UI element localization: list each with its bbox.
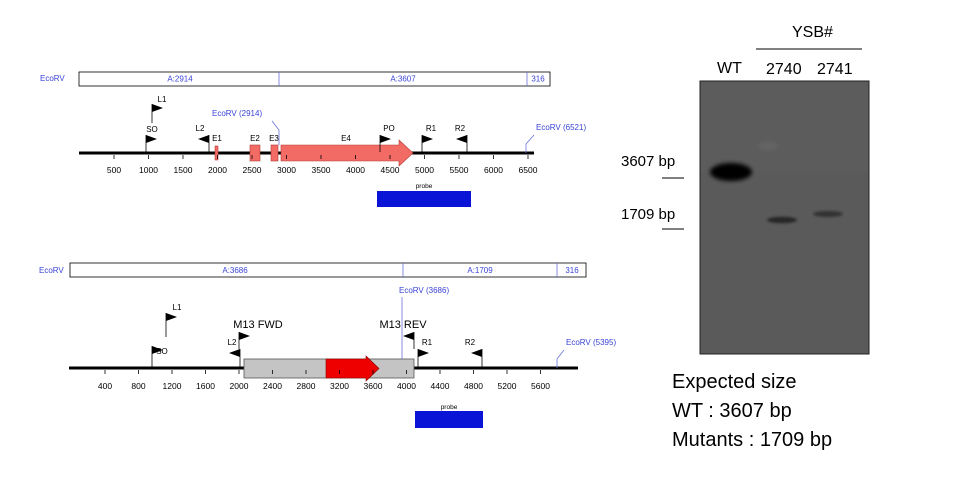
ysb-group-label: YSB# bbox=[792, 24, 833, 41]
map1-exon-e4-arrow bbox=[280, 139, 414, 167]
map2-axis-tick-label: 800 bbox=[131, 381, 145, 391]
map2-axis-tick-label: 3200 bbox=[330, 381, 349, 391]
map1-exon-e2 bbox=[249, 144, 261, 162]
band-wt-3607 bbox=[710, 163, 752, 181]
map2-axis-tick-label: 2000 bbox=[230, 381, 249, 391]
map1-axis-tick-label: 4000 bbox=[346, 165, 365, 175]
map1-axis-tick-label: 3000 bbox=[277, 165, 296, 175]
map2-primer-l2: L2 bbox=[228, 338, 237, 347]
map2-site-5395: EcoRV (5395) bbox=[566, 338, 616, 347]
band-2741-1709 bbox=[813, 211, 843, 217]
band-2740-1709 bbox=[767, 216, 797, 224]
map1-axis-tick-label: 5000 bbox=[415, 165, 434, 175]
map1-fragment-bar bbox=[78, 71, 551, 87]
map1-primer-so: SO bbox=[146, 125, 158, 134]
map2-enzyme-label: EcoRV bbox=[39, 266, 64, 275]
map1-fragment-1: A:2914 bbox=[167, 75, 193, 84]
map1-fragment-2: A:3607 bbox=[390, 75, 416, 84]
expected-size-mutants: Mutants : 1709 bp bbox=[672, 429, 833, 451]
southern-blot-panel bbox=[662, 48, 870, 355]
map1-exon-e4-label: E4 bbox=[341, 134, 351, 143]
map1-primer-l2: L2 bbox=[196, 124, 205, 133]
map1-axis: 500 1000 1500 2000 2500 3000 3500 4000 4500 5000 5… bbox=[107, 155, 538, 175]
map2-axis-tick-label: 2800 bbox=[297, 381, 316, 391]
map2-axis-tick-label: 5200 bbox=[498, 381, 517, 391]
map2-axis-tick-label: 4400 bbox=[431, 381, 450, 391]
map1-axis-tick-label: 2500 bbox=[243, 165, 262, 175]
lane-label-wt: WT bbox=[717, 60, 742, 77]
map1-axis-tick-label: 6500 bbox=[519, 165, 538, 175]
map2-axis-tick-label: 3600 bbox=[364, 381, 383, 391]
map2-primer-l1: L1 bbox=[173, 303, 182, 312]
map1-exon-e1 bbox=[214, 145, 219, 161]
map1-probe-bar bbox=[377, 191, 471, 207]
map2-axis-tick-label: 4000 bbox=[397, 381, 416, 391]
map1-primer-po: PO bbox=[383, 124, 395, 133]
map1-axis-tick-label: 500 bbox=[107, 165, 121, 175]
map1-axis-tick-label: 4500 bbox=[381, 165, 400, 175]
map2-axis-tick-label: 400 bbox=[98, 381, 112, 391]
marker-3607-label: 3607 bp bbox=[621, 153, 676, 170]
map2-fragment-3: 316 bbox=[565, 266, 579, 275]
map2-axis-tick-label: 1200 bbox=[163, 381, 182, 391]
map2-fragment-bar bbox=[69, 262, 587, 278]
mutant-restriction-map: EcoRV A:3686 A:1709 316 L1 SO L2 M13 FWD… bbox=[39, 262, 616, 428]
map1-site-2914: EcoRV (2914) bbox=[212, 109, 262, 118]
map1-axis-tick-label: 1500 bbox=[174, 165, 193, 175]
map1-axis-tick-label: 6000 bbox=[484, 165, 503, 175]
map1-primer-flags bbox=[145, 104, 468, 152]
map1-axis-tick-label: 2000 bbox=[208, 165, 227, 175]
map2-primer-flags bbox=[151, 313, 483, 367]
lane-label-2741: 2741 bbox=[817, 61, 853, 78]
map1-primer-e1: E1 bbox=[212, 134, 222, 143]
wt-restriction-map: EcoRV A:2914 A:3607 316 L1 SO L2 E1 E2 E… bbox=[40, 71, 586, 207]
map1-primer-r1: R1 bbox=[426, 124, 437, 133]
map1-exon-e3-label: E3 bbox=[269, 134, 279, 143]
map2-fragment-1: A:3686 bbox=[222, 266, 248, 275]
expected-size-wt: WT : 3607 bp bbox=[672, 400, 792, 422]
map2-axis-tick-label: 1600 bbox=[196, 381, 215, 391]
map2-primer-so: SO bbox=[156, 347, 168, 356]
map1-primer-r2: R2 bbox=[455, 124, 466, 133]
map2-site-3686: EcoRV (3686) bbox=[399, 286, 449, 295]
map1-axis-tick-label: 5500 bbox=[450, 165, 469, 175]
map2-m13-rev-label: M13 REV bbox=[379, 319, 427, 331]
map2-m13-fwd-label: M13 FWD bbox=[233, 319, 283, 331]
map2-axis-tick-label: 5600 bbox=[531, 381, 550, 391]
map2-probe-label: probe bbox=[441, 404, 458, 411]
marker-1709-label: 1709 bp bbox=[621, 206, 676, 223]
map2-primer-r1: R1 bbox=[422, 338, 433, 347]
map1-probe-label: probe bbox=[416, 183, 433, 190]
map2-primer-r2: R2 bbox=[465, 338, 476, 347]
map2-marker-arrow bbox=[325, 355, 380, 382]
map1-enzyme-label: EcoRV bbox=[40, 74, 65, 83]
lane-label-2740: 2740 bbox=[766, 61, 802, 78]
map2-probe-bar bbox=[415, 411, 483, 428]
expected-size-title: Expected size bbox=[672, 371, 797, 393]
map1-primer-l1: L1 bbox=[158, 95, 167, 104]
map2-fragment-2: A:1709 bbox=[467, 266, 493, 275]
map1-site-6521: EcoRV (6521) bbox=[536, 123, 586, 132]
map1-exon-e2-label: E2 bbox=[250, 134, 260, 143]
map1-axis-tick-label: 3500 bbox=[312, 165, 331, 175]
map2-axis: 400 800 1200 1600 2000 2400 2800 3200 3600 4000 44… bbox=[98, 370, 550, 391]
map1-fragment-3: 316 bbox=[531, 75, 545, 84]
map1-axis-tick-label: 1000 bbox=[139, 165, 158, 175]
map2-axis-tick-label: 4800 bbox=[464, 381, 483, 391]
map1-exon-e3 bbox=[270, 144, 279, 162]
map2-axis-tick-label: 2400 bbox=[263, 381, 282, 391]
